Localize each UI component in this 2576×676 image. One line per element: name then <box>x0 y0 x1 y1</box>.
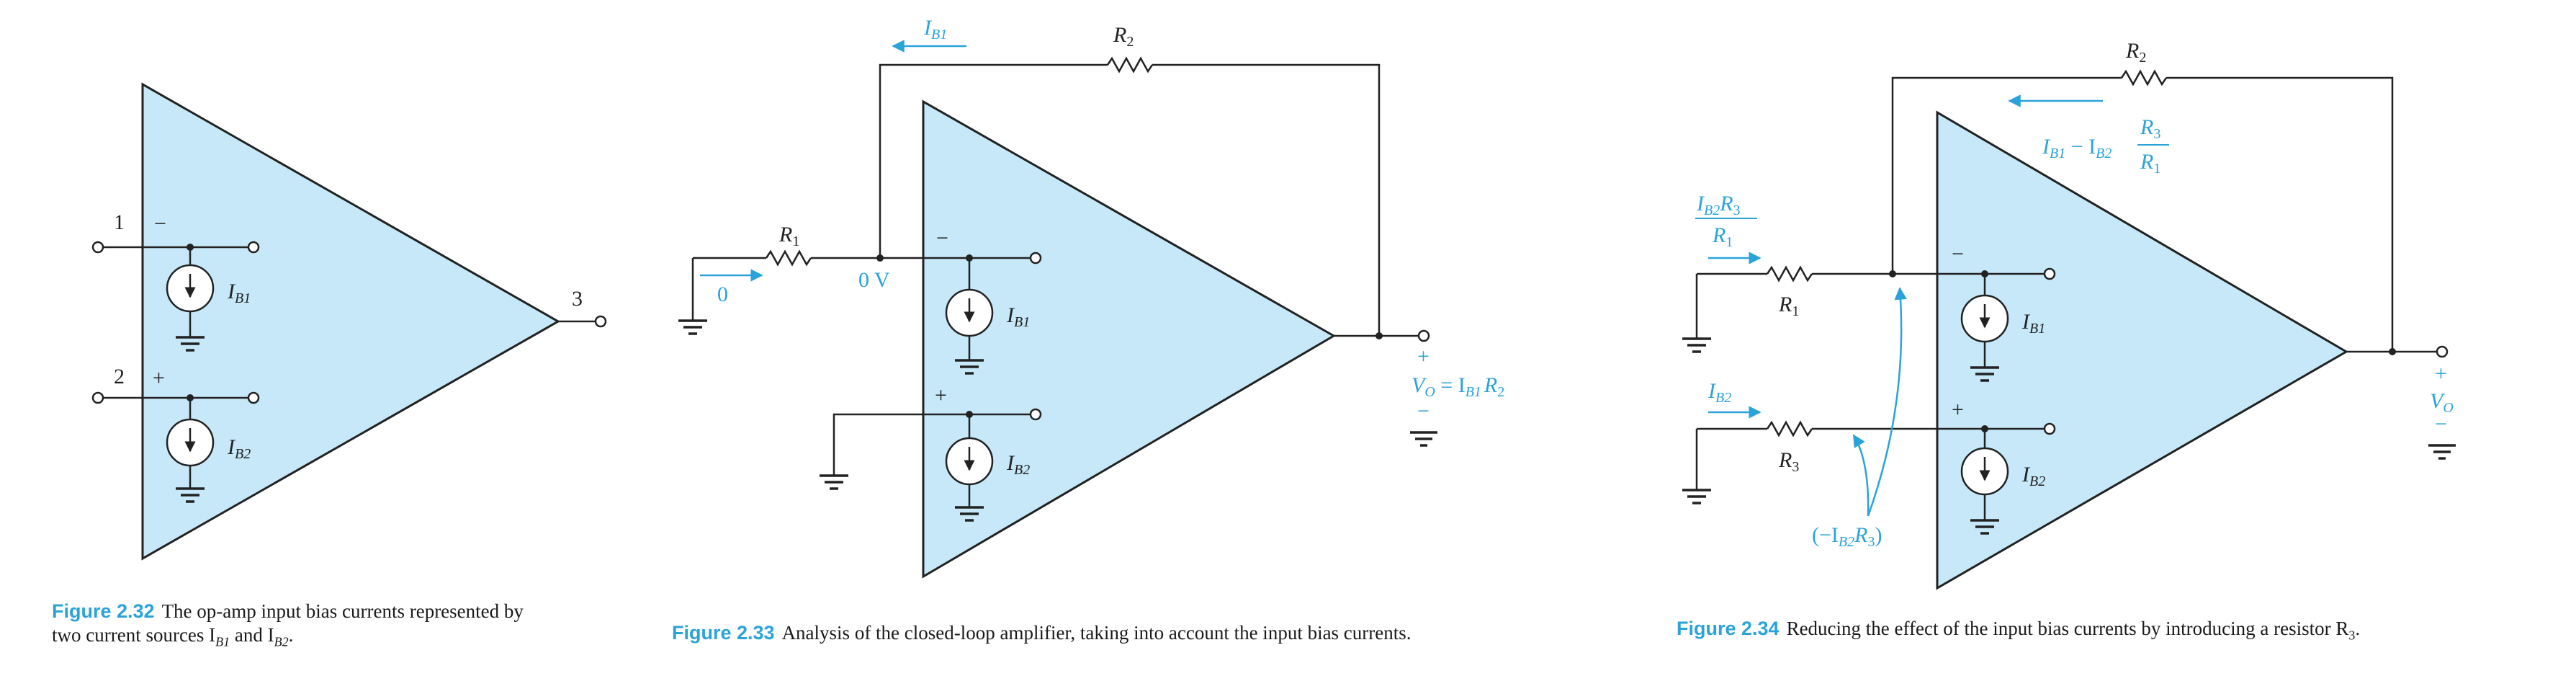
r1-current-expression: IB2R3 R1 <box>1695 192 1757 250</box>
input-1-terminal <box>91 241 104 254</box>
terminal-3-label: 3 <box>572 287 583 311</box>
figure-2-33: IB1 R2 R1 0 0 V − + IB1 IB2 + − VO = IB1… <box>678 16 1504 579</box>
ib1-label: IB1 <box>1006 303 1030 330</box>
resistor-r3 <box>1766 420 1813 437</box>
r1-label: R1 <box>778 223 799 249</box>
ground-symbol <box>1410 431 1437 447</box>
minus-sign: − <box>936 226 948 250</box>
op-amp-triangle <box>1936 110 2348 590</box>
r2-label: R2 <box>2125 39 2146 66</box>
ib1-label: IB1 <box>227 280 251 306</box>
minus-sign: − <box>154 212 166 236</box>
ground-symbol <box>1970 519 1999 535</box>
svg-text:IB1 − IB2: IB1 − IB2 <box>2042 135 2111 161</box>
ib2-label: IB2 <box>1006 451 1030 478</box>
input-1-node-terminal <box>247 241 260 254</box>
ground-symbol <box>1682 337 1711 353</box>
resistor-r2 <box>2120 69 2168 86</box>
voltage-note-label: (−IB2R3) <box>1812 523 1882 550</box>
caption-number: Figure 2.33 <box>672 622 775 644</box>
figure-2-32-caption: Figure 2.32 The op-amp input bias current… <box>52 600 524 649</box>
feedback-wire <box>1891 76 2122 274</box>
caption-number: Figure 2.34 <box>1677 618 1780 639</box>
voltage-pointer-arrow <box>1867 287 1907 517</box>
output-terminal <box>1417 329 1430 342</box>
output-label: VO <box>2430 389 2454 416</box>
output-expression: VO = IB1 R2 <box>1412 373 1504 400</box>
minus-sign: − <box>1952 242 1964 266</box>
svg-text:R3: R3 <box>2140 115 2160 142</box>
ground-symbol <box>2428 444 2456 460</box>
resistor-r1 <box>765 249 812 267</box>
feedback-current-label: IB1 <box>923 16 947 43</box>
ground-symbol <box>678 319 707 335</box>
svg-text:R1: R1 <box>2140 150 2160 177</box>
ib2-label: IB2 <box>2021 463 2045 489</box>
output-minus-sign: − <box>1417 399 1430 423</box>
caption-number: Figure 2.32 <box>52 600 155 622</box>
output-minus-sign: − <box>2435 412 2447 436</box>
ground-symbol <box>955 506 984 522</box>
ground-symbol <box>176 336 205 352</box>
voltage-pointer-arrow <box>1852 434 1870 517</box>
figure-2-33-caption: Figure 2.33 Analysis of the closed-loop a… <box>672 622 1412 644</box>
figure-2-32: 1 2 3 − + IB1 IB2 <box>91 82 607 561</box>
feedback-current-expression: IB1 − IB2 R3 R1 <box>2042 115 2169 177</box>
output-plus-sign: + <box>1417 344 1430 368</box>
ground-symbol <box>1682 489 1711 504</box>
ground-symbol <box>955 359 984 375</box>
ib2-label: IB2 <box>227 435 251 462</box>
terminal-2-label: 2 <box>114 365 125 388</box>
svg-text:R1: R1 <box>1712 223 1733 250</box>
output-terminal <box>594 315 607 328</box>
output-plus-sign: + <box>2435 362 2447 386</box>
node-voltage-label: 0 V <box>858 268 890 292</box>
r2-label: R2 <box>1113 23 1134 50</box>
figure-2-34-caption: Figure 2.34 Reducing the effect of the in… <box>1677 618 2361 643</box>
plus-sign: + <box>935 383 947 407</box>
resistor-r2 <box>1106 56 1154 74</box>
feedback-wire <box>879 63 1108 258</box>
r1-label: R1 <box>1778 293 1799 319</box>
ground-symbol <box>176 487 205 503</box>
r3-current-label: IB2 <box>1707 379 1731 406</box>
ground-symbol <box>820 474 848 490</box>
terminal-1-label: 1 <box>114 210 125 234</box>
output-terminal <box>2436 345 2449 358</box>
plus-sign: + <box>153 366 165 390</box>
svg-text:IB2R3: IB2R3 <box>1696 192 1741 218</box>
figure-2-34: R2 R1 R3 IB2R3 R1 IB2 IB1 − IB2 R3 R1 (−… <box>1682 39 2456 590</box>
r3-label: R3 <box>1778 448 1799 475</box>
input-current-label: 0 <box>717 283 728 306</box>
resistor-r1 <box>1766 265 1813 283</box>
op-amp-triangle <box>922 99 1336 579</box>
plus-sign: + <box>1952 398 1964 422</box>
ib1-label: IB1 <box>2021 310 2045 337</box>
op-amp-triangle <box>141 82 561 561</box>
ground-symbol <box>1970 366 1999 382</box>
input-2-terminal <box>91 391 104 404</box>
